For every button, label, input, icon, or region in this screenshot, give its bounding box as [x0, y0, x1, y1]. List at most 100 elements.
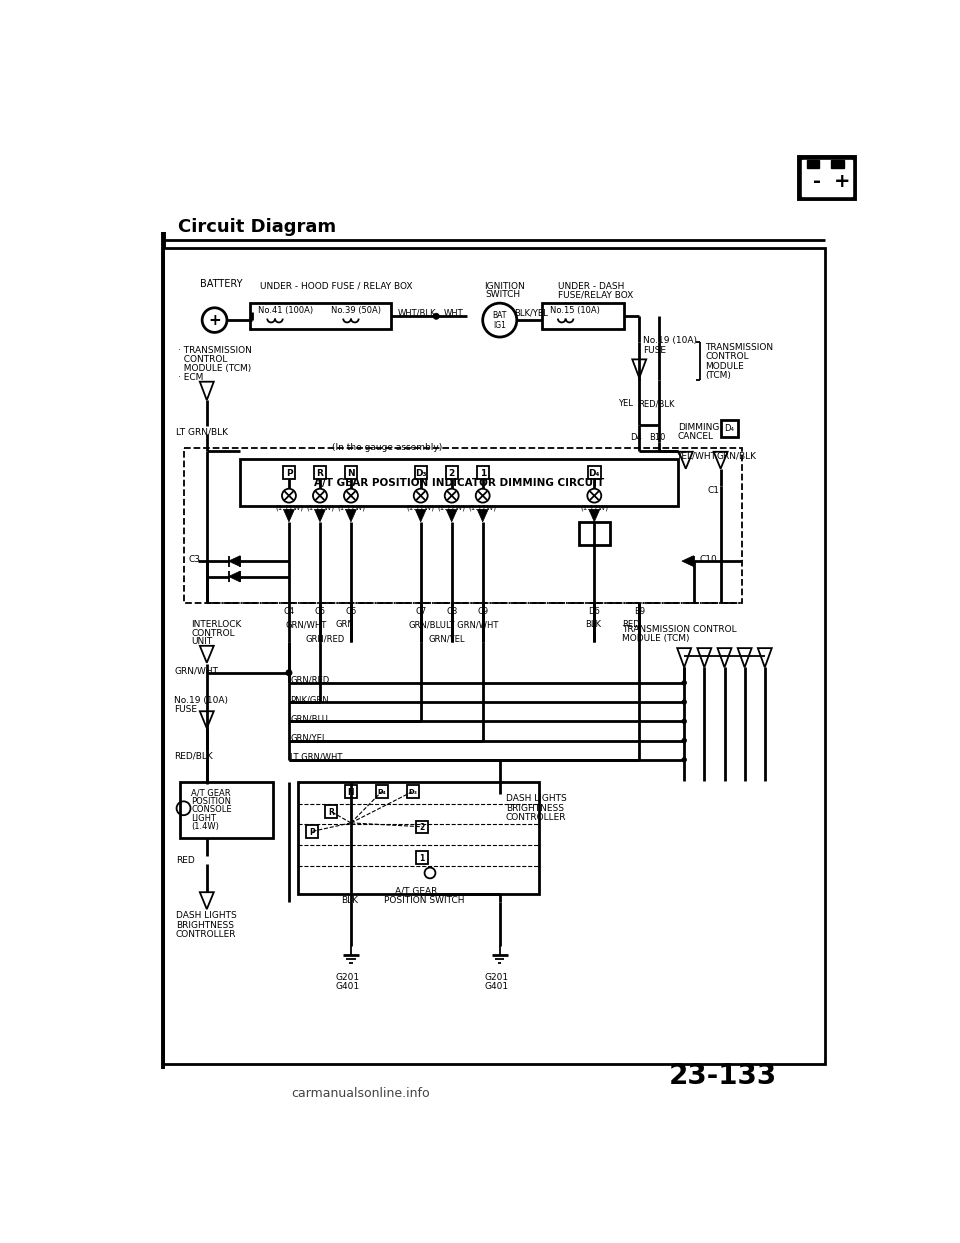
Text: R: R [317, 469, 324, 477]
Text: C8: C8 [446, 607, 457, 615]
Text: MODULE (TCM): MODULE (TCM) [622, 634, 689, 644]
Bar [542, 303, 624, 329]
Text: A/T GEAR: A/T GEAR [396, 886, 438, 896]
Text: C7: C7 [415, 607, 426, 615]
Text: GRN/RED: GRN/RED [291, 676, 329, 685]
Text: -: - [813, 172, 822, 191]
Text: RED/BLK: RED/BLK [175, 751, 213, 761]
Bar [251, 303, 392, 329]
Text: GRN/WHT: GRN/WHT [175, 666, 218, 676]
Polygon shape [228, 571, 240, 582]
Text: (TCM): (TCM) [706, 370, 731, 380]
Bar [283, 466, 295, 479]
Text: (1.12W): (1.12W) [337, 505, 365, 511]
Text: G401: G401 [335, 982, 360, 992]
Text: SWITCH: SWITCH [486, 290, 521, 300]
Bar [415, 466, 427, 479]
Text: P: P [286, 469, 292, 477]
Bar [416, 851, 428, 864]
Bar [588, 466, 601, 479]
Text: INTERLOCK: INTERLOCK [191, 620, 242, 629]
Text: (1.12W): (1.12W) [580, 505, 609, 511]
Circle shape [286, 670, 292, 676]
Text: No.15 (10A): No.15 (10A) [550, 306, 600, 316]
Text: LT GRN/WHT: LT GRN/WHT [445, 620, 498, 629]
Bar [180, 782, 274, 838]
Text: TRANSMISSION CONTROL: TRANSMISSION CONTROL [622, 625, 737, 634]
Text: No.39 (50A): No.39 (50A) [331, 306, 381, 316]
Bar [240, 459, 678, 506]
Text: D₄: D₄ [724, 424, 734, 433]
Polygon shape [315, 510, 325, 522]
Text: A/T GEAR POSITION INDICATOR DIMMING CIRCUIT: A/T GEAR POSITION INDICATOR DIMMING CIRC… [314, 479, 604, 488]
Bar [299, 782, 539, 894]
Text: CONTROLLER: CONTROLLER [506, 813, 566, 822]
Text: 23-133: 23-133 [669, 1062, 777, 1090]
Text: N: N [348, 788, 354, 797]
Text: G401: G401 [484, 982, 509, 992]
Text: G201: G201 [484, 973, 509, 982]
Text: WHT: WHT [444, 308, 464, 317]
Text: No.19 (10A): No.19 (10A) [643, 337, 697, 346]
Text: BLK/YEL: BLK/YEL [514, 308, 547, 317]
Text: MODULE (TCM): MODULE (TCM) [179, 364, 252, 373]
Bar [324, 805, 337, 818]
Text: 1: 1 [420, 854, 425, 863]
Bar [407, 786, 420, 798]
Bar [416, 820, 428, 833]
Text: R: R [328, 808, 334, 817]
Circle shape [682, 738, 686, 743]
Text: CONTROL: CONTROL [179, 354, 228, 364]
Text: UNDER - DASH: UNDER - DASH [558, 282, 624, 291]
Text: MODULE: MODULE [706, 362, 744, 370]
Text: LIGHT: LIGHT [191, 814, 216, 823]
Text: RED: RED [622, 620, 639, 629]
Bar [184, 447, 742, 603]
Text: No.41 (100A): No.41 (100A) [258, 306, 313, 316]
Bar [345, 786, 357, 798]
Polygon shape [228, 556, 240, 567]
Polygon shape [446, 510, 457, 522]
Text: POSITION SWITCH: POSITION SWITCH [383, 896, 464, 905]
Text: GRN/BLU: GRN/BLU [408, 620, 446, 629]
Text: FUSE: FUSE [175, 705, 197, 713]
Bar [375, 786, 388, 798]
Text: B10: B10 [649, 433, 665, 441]
Text: YEL/WHT: YEL/WHT [677, 451, 716, 460]
Text: GRN/WHT: GRN/WHT [286, 620, 327, 629]
Text: C5: C5 [314, 607, 325, 615]
Text: IGNITION: IGNITION [484, 282, 525, 291]
Bar [445, 466, 458, 479]
Text: POSITION: POSITION [191, 797, 231, 805]
Bar [162, 247, 826, 1064]
Text: DASH LIGHTS: DASH LIGHTS [506, 794, 566, 803]
Text: D6: D6 [588, 607, 600, 615]
Polygon shape [682, 556, 693, 567]
Text: C3: C3 [188, 554, 201, 564]
Text: LT GRN/WHT: LT GRN/WHT [291, 753, 343, 762]
Polygon shape [283, 510, 295, 522]
Bar [806, 160, 819, 168]
Bar [476, 466, 489, 479]
Bar [306, 825, 319, 838]
Text: 1: 1 [480, 469, 486, 477]
Text: WHT/BLK: WHT/BLK [397, 308, 436, 317]
Text: BLK: BLK [585, 620, 601, 629]
Text: D₄: D₄ [588, 469, 600, 477]
Bar [579, 522, 610, 544]
Text: (1.12W): (1.12W) [407, 505, 435, 511]
Text: D₃: D₃ [409, 789, 418, 796]
Text: RED: RED [176, 856, 195, 865]
Text: · ECM: · ECM [179, 373, 204, 383]
Text: C10: C10 [700, 554, 717, 564]
Text: 2: 2 [420, 823, 425, 832]
Text: CONTROL: CONTROL [706, 353, 749, 362]
Text: FUSE: FUSE [643, 346, 666, 354]
Bar [345, 466, 357, 479]
Text: No.19 (10A): No.19 (10A) [175, 696, 228, 705]
Text: (In the gauge assembly): (In the gauge assembly) [332, 444, 443, 452]
Text: UNIT: UNIT [191, 638, 212, 646]
Text: · TRANSMISSION: · TRANSMISSION [179, 346, 252, 354]
Text: N: N [348, 469, 355, 477]
Text: D₃: D₃ [415, 469, 426, 477]
